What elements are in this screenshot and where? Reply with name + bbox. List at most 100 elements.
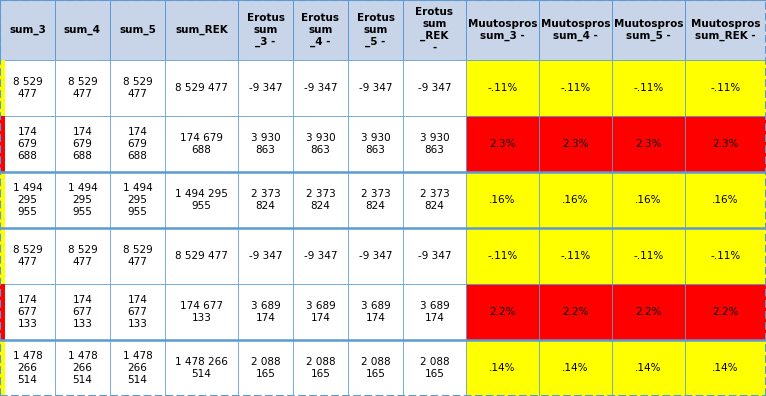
Text: -.11%: -.11%: [487, 83, 518, 93]
Bar: [466, 228, 539, 284]
Bar: [238, 172, 293, 228]
Text: .14%: .14%: [562, 363, 589, 373]
Text: -.11%: -.11%: [633, 251, 663, 261]
Bar: [293, 116, 348, 172]
Bar: [403, 228, 466, 284]
Bar: [238, 0, 293, 60]
Text: .14%: .14%: [489, 363, 516, 373]
Bar: [238, 228, 293, 284]
Text: .16%: .16%: [489, 195, 516, 205]
Bar: [466, 60, 539, 116]
Bar: [685, 340, 766, 396]
Text: 2 088
165: 2 088 165: [420, 357, 450, 379]
Bar: [403, 284, 466, 340]
Bar: [165, 340, 238, 396]
Text: 2 088
165: 2 088 165: [361, 357, 391, 379]
Bar: [293, 0, 348, 60]
Bar: [348, 340, 403, 396]
Bar: [0, 0, 55, 60]
Text: 3 689
174: 3 689 174: [361, 301, 391, 323]
Bar: [110, 0, 165, 60]
Bar: [403, 340, 466, 396]
Bar: [539, 228, 612, 284]
Bar: [165, 116, 238, 172]
Text: 2.3%: 2.3%: [562, 139, 589, 149]
Text: 174
677
133: 174 677 133: [18, 295, 38, 329]
Bar: [110, 284, 165, 340]
Text: 3 930
863: 3 930 863: [420, 133, 450, 155]
Bar: [0, 340, 55, 396]
Text: 8 529 477: 8 529 477: [175, 251, 228, 261]
Bar: [466, 340, 539, 396]
Bar: [0, 60, 5, 116]
Bar: [0, 116, 55, 172]
Bar: [612, 340, 685, 396]
Bar: [110, 60, 165, 116]
Text: 8 529 477: 8 529 477: [175, 83, 228, 93]
Text: Muutospros
sum_5 -: Muutospros sum_5 -: [614, 19, 683, 41]
Text: -.11%: -.11%: [487, 251, 518, 261]
Text: sum_5: sum_5: [119, 25, 156, 35]
Bar: [0, 116, 5, 172]
Bar: [0, 172, 55, 228]
Bar: [539, 0, 612, 60]
Bar: [238, 116, 293, 172]
Bar: [55, 340, 110, 396]
Text: Erotus
sum
_REK
-: Erotus sum _REK -: [415, 8, 453, 53]
Bar: [348, 172, 403, 228]
Text: 3 930
863: 3 930 863: [361, 133, 391, 155]
Bar: [238, 60, 293, 116]
Text: -.11%: -.11%: [561, 251, 591, 261]
Bar: [55, 116, 110, 172]
Bar: [55, 284, 110, 340]
Text: .14%: .14%: [635, 363, 662, 373]
Text: 8 529
477: 8 529 477: [123, 77, 152, 99]
Text: -9 347: -9 347: [249, 83, 282, 93]
Text: 2 373
824: 2 373 824: [250, 189, 280, 211]
Text: -9 347: -9 347: [249, 251, 282, 261]
Text: .16%: .16%: [712, 195, 738, 205]
Text: 2.3%: 2.3%: [635, 139, 662, 149]
Text: 2 373
824: 2 373 824: [361, 189, 391, 211]
Bar: [612, 228, 685, 284]
Bar: [55, 228, 110, 284]
Text: 2.2%: 2.2%: [489, 307, 516, 317]
Text: 2.2%: 2.2%: [635, 307, 662, 317]
Bar: [612, 60, 685, 116]
Text: 2 088
165: 2 088 165: [306, 357, 336, 379]
Text: 2 373
824: 2 373 824: [306, 189, 336, 211]
Text: 174
679
688: 174 679 688: [128, 128, 147, 161]
Text: 2.2%: 2.2%: [712, 307, 738, 317]
Bar: [348, 284, 403, 340]
Text: Muutospros
sum_3 -: Muutospros sum_3 -: [468, 19, 537, 41]
Bar: [403, 60, 466, 116]
Bar: [110, 116, 165, 172]
Text: 3 689
174: 3 689 174: [250, 301, 280, 323]
Text: Erotus
sum
_5 -: Erotus sum _5 -: [356, 13, 394, 47]
Text: 8 529
477: 8 529 477: [67, 77, 97, 99]
Bar: [165, 228, 238, 284]
Text: -9 347: -9 347: [358, 251, 392, 261]
Bar: [238, 340, 293, 396]
Bar: [466, 116, 539, 172]
Text: 2.3%: 2.3%: [712, 139, 738, 149]
Bar: [612, 116, 685, 172]
Text: sum_REK: sum_REK: [175, 25, 228, 35]
Text: -9 347: -9 347: [417, 251, 451, 261]
Text: 174 679
688: 174 679 688: [180, 133, 223, 155]
Text: 2 088
165: 2 088 165: [250, 357, 280, 379]
Text: 174
677
133: 174 677 133: [128, 295, 147, 329]
Bar: [0, 284, 5, 340]
Text: 3 689
174: 3 689 174: [306, 301, 336, 323]
Bar: [685, 60, 766, 116]
Bar: [348, 0, 403, 60]
Text: 3 930
863: 3 930 863: [250, 133, 280, 155]
Text: 2.3%: 2.3%: [489, 139, 516, 149]
Bar: [238, 284, 293, 340]
Text: -9 347: -9 347: [304, 83, 337, 93]
Text: 1 494
295
955: 1 494 295 955: [12, 183, 42, 217]
Bar: [403, 116, 466, 172]
Text: sum_4: sum_4: [64, 25, 101, 35]
Bar: [685, 0, 766, 60]
Text: Muutospros
sum_REK -: Muutospros sum_REK -: [691, 19, 760, 41]
